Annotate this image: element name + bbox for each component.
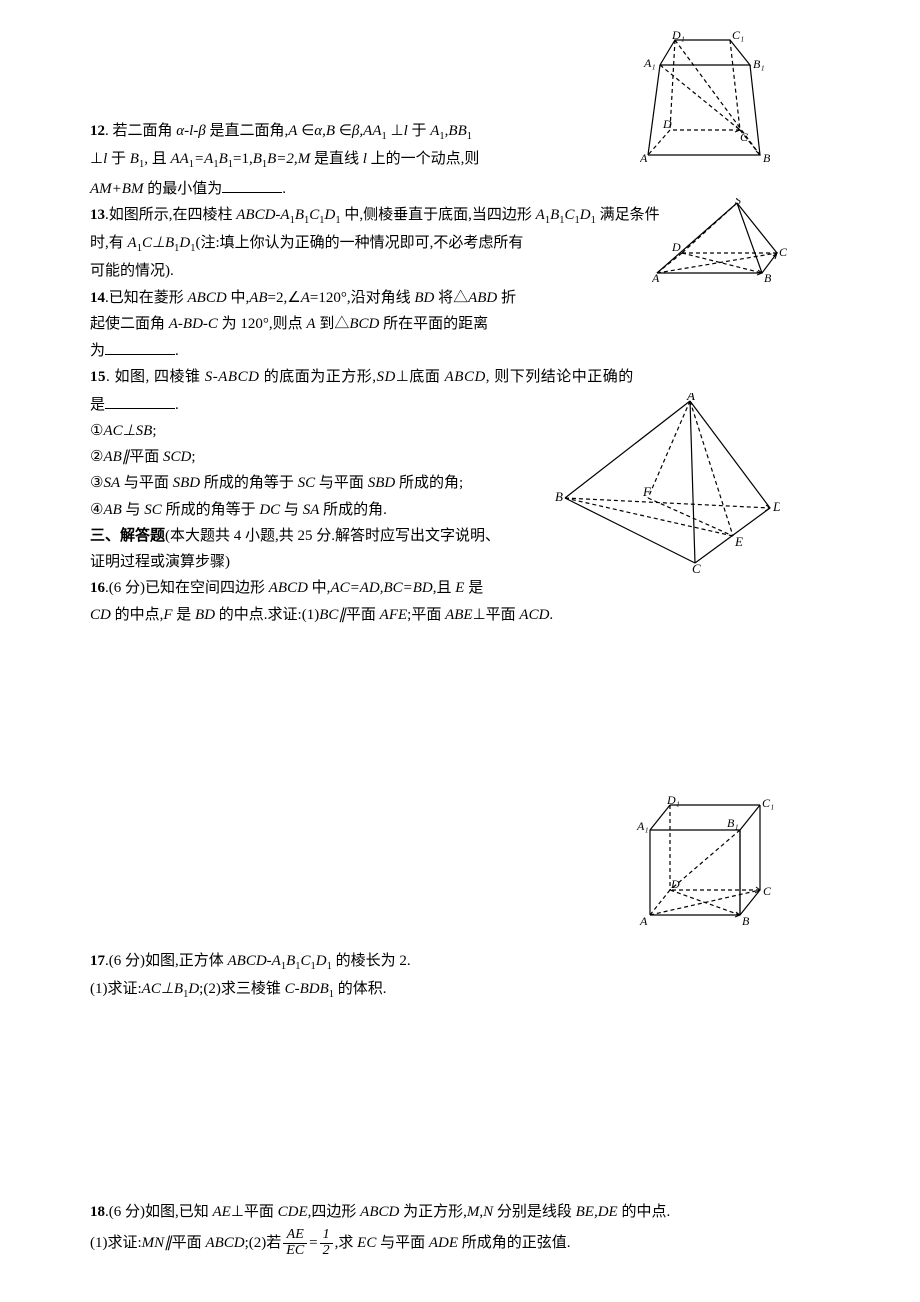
label-B: B bbox=[555, 489, 563, 504]
q14-line2: 起使二面角 A-BD-C 为 120°,则点 A 到△BCD 所在平面的距离 bbox=[90, 313, 840, 336]
label-B1: B₁ bbox=[753, 57, 765, 71]
label-C: C bbox=[692, 561, 701, 573]
q14-line3: 为. bbox=[90, 339, 840, 363]
label-D: D bbox=[670, 877, 680, 891]
label-C1: C₁ bbox=[732, 30, 744, 42]
figure-q14-pyramid: S D C A B bbox=[652, 198, 787, 288]
label-D: D bbox=[671, 240, 681, 254]
label-A1: A₁ bbox=[636, 819, 649, 833]
blank-q14 bbox=[105, 339, 175, 355]
label-C: C bbox=[763, 884, 772, 898]
label-A: A bbox=[640, 151, 648, 165]
blank-q12 bbox=[222, 177, 282, 193]
label-D: D bbox=[772, 499, 780, 514]
label-D1: D₁ bbox=[666, 795, 680, 807]
q14-line1: 14.已知在菱形 ABCD 中,AB=2,∠A=120°,沿对角线 BD 将△A… bbox=[90, 287, 840, 310]
label-D1: D₁ bbox=[671, 30, 685, 42]
label-S: S bbox=[735, 198, 741, 207]
label-A: A bbox=[686, 393, 695, 403]
q18-line1: 18.(6 分)如图,已知 AE⊥平面 CDE,四边形 ABCD 为正方形,M,… bbox=[90, 1201, 840, 1224]
label-B: B bbox=[764, 271, 772, 285]
figure-q13-prism: D₁ C₁ A₁ B₁ D C A B bbox=[640, 30, 780, 165]
label-A1: A₁ bbox=[643, 56, 656, 70]
fraction-ae-ec: AEEC bbox=[283, 1228, 307, 1258]
figure-q16-tetra: A B D C E F bbox=[555, 393, 780, 573]
q17-line2: (1)求证:AC⊥B1D;(2)求三棱锥 C-BDB1 的体积. bbox=[90, 978, 840, 1003]
page: D₁ C₁ A₁ B₁ D C A B bbox=[0, 0, 920, 1302]
label-F: F bbox=[642, 484, 652, 499]
label-D: D bbox=[662, 117, 672, 131]
q15-line1: 15. 如图, 四棱锥 S-ABCD 的底面为正方形,SD⊥底面 ABCD, 则… bbox=[90, 366, 840, 389]
label-B: B bbox=[742, 914, 750, 925]
label-B: B bbox=[763, 151, 771, 165]
label-C: C bbox=[740, 130, 749, 144]
q18-line2: (1)求证:MN∥平面 ABCD;(2)若AEEC=12,求 EC 与平面 AD… bbox=[90, 1228, 840, 1259]
label-C1: C₁ bbox=[762, 796, 774, 810]
label-A: A bbox=[639, 914, 648, 925]
label-A: A bbox=[652, 271, 660, 285]
fraction-1-2: 12 bbox=[320, 1228, 333, 1258]
blank-q15 bbox=[105, 393, 175, 409]
label-E: E bbox=[734, 534, 743, 549]
q16-line2: CD 的中点,F 是 BD 的中点.求证:(1)BC∥平面 AFE;平面 ABE… bbox=[90, 604, 840, 627]
label-C: C bbox=[779, 245, 787, 259]
gap-q17-q18 bbox=[90, 1006, 840, 1201]
figure-q17-cube: D₁ C₁ A₁ B₁ D C A B bbox=[635, 795, 780, 925]
q17-line1: 17.(6 分)如图,正方体 ABCD-A1B1C1D1 的棱长为 2. bbox=[90, 950, 840, 975]
label-B1: B₁ bbox=[727, 816, 739, 830]
q16-line1: 16.(6 分)已知在空间四边形 ABCD 中,AC=AD,BC=BD,且 E … bbox=[90, 577, 840, 600]
